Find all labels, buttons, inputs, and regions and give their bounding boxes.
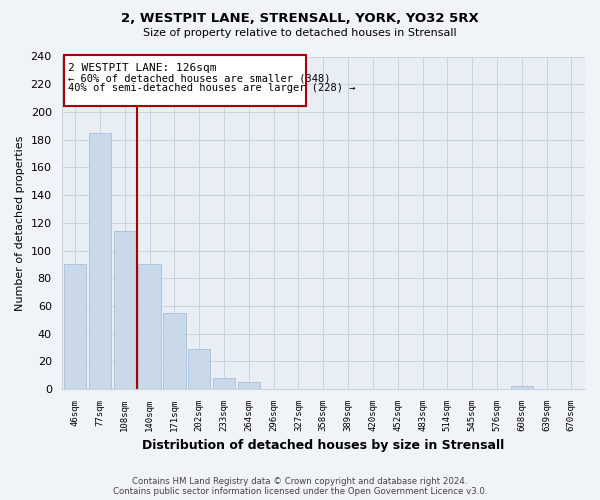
- Bar: [163, 313, 185, 389]
- FancyBboxPatch shape: [64, 55, 306, 106]
- Text: ← 60% of detached houses are smaller (348): ← 60% of detached houses are smaller (34…: [68, 73, 330, 83]
- X-axis label: Distribution of detached houses by size in Strensall: Distribution of detached houses by size …: [142, 440, 505, 452]
- Bar: [64, 264, 86, 389]
- Bar: [139, 264, 161, 389]
- Text: 40% of semi-detached houses are larger (228) →: 40% of semi-detached houses are larger (…: [68, 83, 355, 93]
- Text: Contains HM Land Registry data © Crown copyright and database right 2024.: Contains HM Land Registry data © Crown c…: [132, 478, 468, 486]
- Bar: [113, 231, 136, 389]
- Text: 2, WESTPIT LANE, STRENSALL, YORK, YO32 5RX: 2, WESTPIT LANE, STRENSALL, YORK, YO32 5…: [121, 12, 479, 24]
- Bar: [238, 382, 260, 389]
- Bar: [213, 378, 235, 389]
- Text: Contains public sector information licensed under the Open Government Licence v3: Contains public sector information licen…: [113, 488, 487, 496]
- Text: 2 WESTPIT LANE: 126sqm: 2 WESTPIT LANE: 126sqm: [68, 64, 216, 74]
- Y-axis label: Number of detached properties: Number of detached properties: [15, 135, 25, 310]
- Text: Size of property relative to detached houses in Strensall: Size of property relative to detached ho…: [143, 28, 457, 38]
- Bar: [188, 349, 211, 389]
- Bar: [511, 386, 533, 389]
- Bar: [89, 132, 111, 389]
